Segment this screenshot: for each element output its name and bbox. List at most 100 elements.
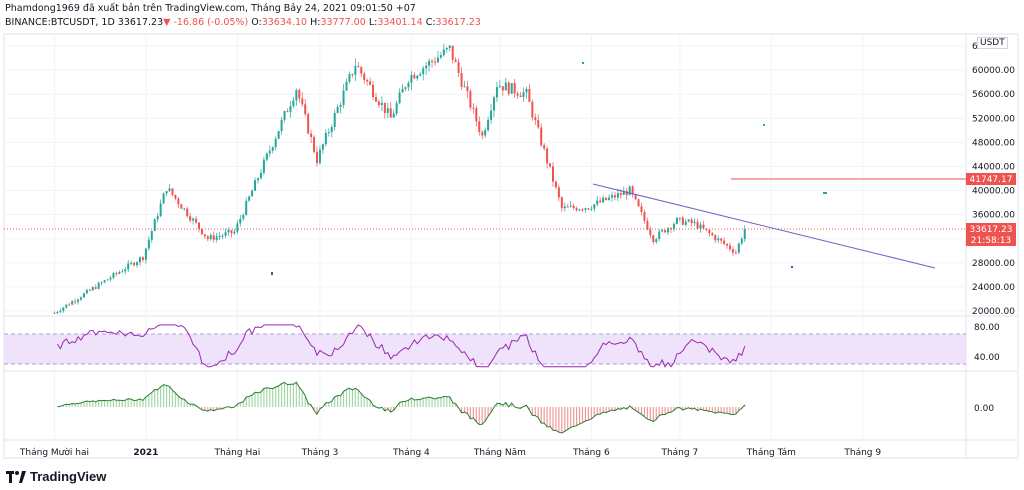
chart-border bbox=[3, 33, 1019, 459]
candle-body bbox=[625, 191, 628, 196]
histogram-bar bbox=[174, 392, 176, 407]
candle-body bbox=[189, 216, 192, 221]
candle-body bbox=[77, 299, 80, 302]
histogram-bar bbox=[664, 407, 666, 415]
candle-body bbox=[327, 132, 330, 134]
candle-body bbox=[572, 205, 575, 209]
candle-body bbox=[304, 104, 307, 115]
candle-body bbox=[200, 228, 203, 235]
time-tick-label: Tháng 4 bbox=[392, 448, 430, 458]
tradingview-logo[interactable]: TradingView bbox=[6, 469, 106, 484]
time-tick-label: Tháng Hai bbox=[213, 448, 260, 458]
histogram-bar bbox=[549, 407, 551, 427]
histogram-bar bbox=[387, 407, 389, 409]
level-price-tag bbox=[966, 173, 1016, 185]
candle-body bbox=[481, 131, 484, 136]
histogram-bar bbox=[635, 407, 637, 411]
histogram-bar bbox=[378, 407, 380, 409]
candle-body bbox=[693, 221, 696, 224]
candle-body bbox=[546, 148, 549, 164]
candle-body bbox=[144, 248, 147, 260]
histogram-bar bbox=[466, 407, 469, 414]
tradingview-icon bbox=[6, 470, 26, 483]
marker bbox=[582, 62, 584, 64]
histogram-bar bbox=[443, 396, 445, 407]
histogram-bar bbox=[682, 407, 684, 411]
histogram-bar bbox=[121, 400, 123, 407]
time-tick-label: Tháng Tám bbox=[746, 448, 796, 458]
histogram-bar bbox=[614, 407, 616, 411]
price-change: -16.86 (-0.05%) bbox=[173, 17, 249, 28]
histogram-bar bbox=[581, 407, 584, 423]
candle-body bbox=[292, 100, 295, 107]
histogram-bar bbox=[269, 388, 271, 407]
candle-body bbox=[268, 150, 271, 154]
candle-body bbox=[690, 219, 693, 224]
histogram-bar bbox=[201, 407, 203, 410]
close-label: C: bbox=[425, 17, 436, 28]
histogram-bar bbox=[564, 407, 566, 432]
time-axis[interactable]: Tháng Mười hai 2021 Tháng Hai Tháng 3 Tháng … bbox=[19, 447, 881, 458]
candle-body bbox=[507, 82, 510, 94]
price-tick-label: 28000.00 bbox=[972, 259, 1015, 269]
price-tick-label: 44000.00 bbox=[972, 162, 1015, 172]
time-tick-label: Tháng 9 bbox=[843, 448, 881, 458]
candle-body bbox=[183, 208, 186, 210]
candle-body bbox=[321, 144, 324, 150]
candle-body bbox=[159, 203, 162, 217]
close-value: 33617.23 bbox=[435, 17, 481, 28]
candle-body bbox=[445, 48, 448, 50]
candle-body bbox=[215, 236, 218, 240]
histogram-bar bbox=[213, 407, 215, 411]
histogram-bar bbox=[222, 407, 224, 409]
candle-body bbox=[531, 101, 534, 118]
candle-body bbox=[206, 236, 209, 240]
histogram-bar bbox=[487, 407, 489, 417]
price-tick-label: 56000.00 bbox=[972, 90, 1015, 100]
histogram-bar bbox=[452, 402, 454, 407]
candle-body bbox=[593, 204, 596, 209]
candle-body bbox=[74, 301, 77, 303]
candle-body bbox=[699, 224, 702, 229]
symbol-label[interactable]: BINANCE:BTCUSDT, 1D bbox=[5, 17, 115, 28]
currency-badge[interactable]: USDT bbox=[977, 37, 1008, 49]
candle-body bbox=[174, 194, 177, 199]
candle-body bbox=[318, 149, 321, 164]
candle-body bbox=[80, 297, 82, 300]
histogram-bar bbox=[251, 395, 253, 407]
histogram-bar bbox=[115, 400, 117, 407]
candle-body bbox=[286, 111, 289, 113]
candle-body bbox=[434, 61, 436, 63]
marker bbox=[763, 124, 765, 126]
histogram-bar bbox=[210, 407, 212, 410]
candle-body bbox=[389, 108, 392, 118]
candle-body bbox=[457, 62, 460, 73]
histogram-bar bbox=[576, 407, 578, 426]
candle-body bbox=[634, 194, 637, 200]
candle-body bbox=[277, 131, 280, 139]
histogram-bar bbox=[384, 407, 386, 411]
histogram-bar bbox=[729, 407, 731, 415]
histogram-bar bbox=[101, 400, 103, 407]
candle-body bbox=[522, 92, 525, 97]
trendline[interactable] bbox=[592, 183, 936, 269]
histogram-bar bbox=[95, 402, 97, 407]
candle-body bbox=[628, 186, 631, 196]
candle-body bbox=[91, 287, 94, 291]
candle-body bbox=[463, 86, 466, 88]
candle-body bbox=[103, 280, 106, 283]
histogram-bar bbox=[289, 384, 292, 407]
candle-body bbox=[413, 74, 416, 79]
candle-body bbox=[472, 107, 475, 109]
candles bbox=[53, 43, 746, 315]
candle-body bbox=[339, 105, 342, 108]
candle-body bbox=[150, 231, 153, 240]
histogram-bar bbox=[160, 386, 162, 407]
histogram-bar bbox=[643, 407, 646, 417]
candle-body bbox=[186, 208, 189, 217]
histogram-bar bbox=[301, 390, 303, 407]
marker bbox=[791, 266, 793, 268]
candle-body bbox=[578, 209, 581, 211]
histogram-bar bbox=[71, 403, 73, 407]
